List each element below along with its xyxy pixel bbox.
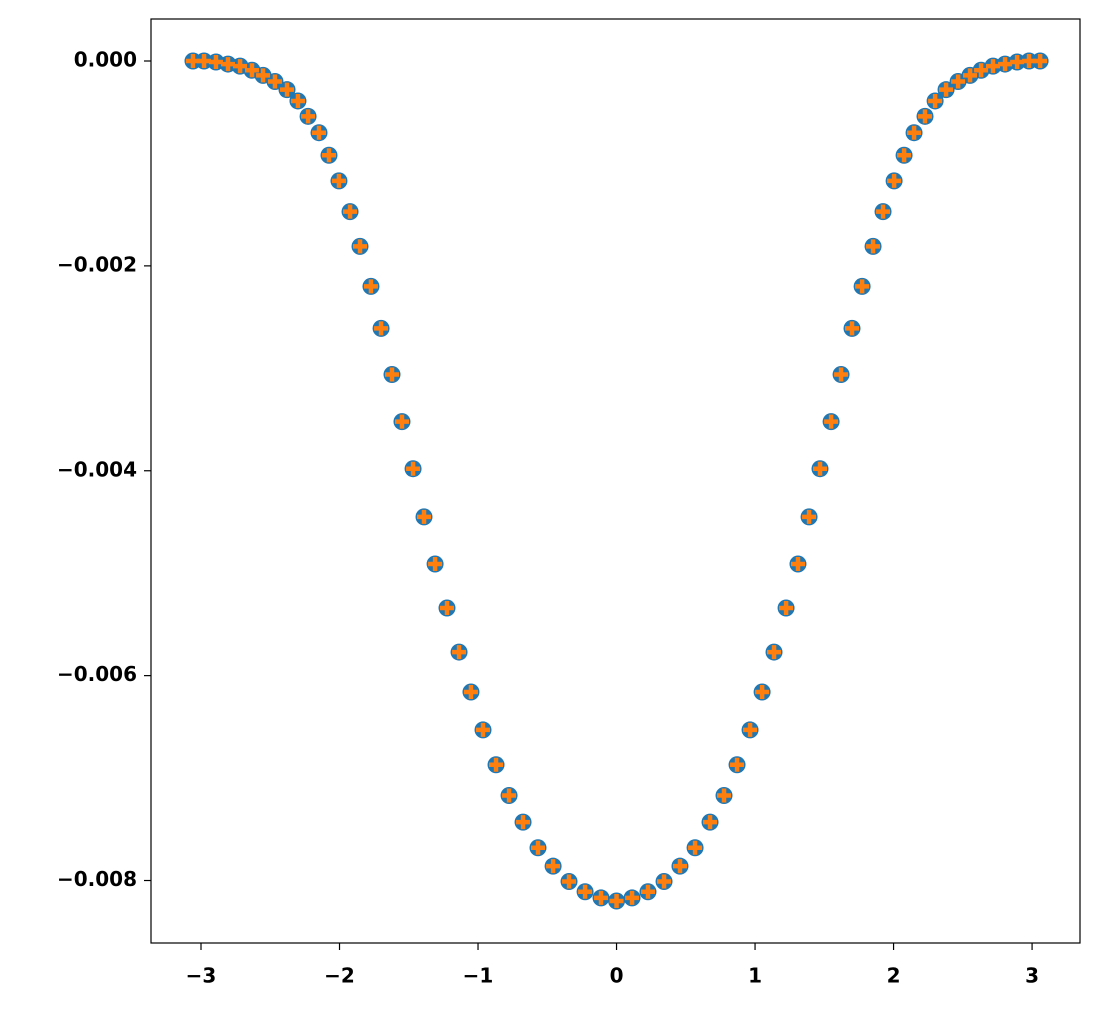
plus-marker <box>609 894 624 908</box>
plus-marker <box>625 890 640 905</box>
plus-marker <box>939 82 954 97</box>
x-tick-label: −2 <box>324 964 355 988</box>
plus-marker <box>280 82 295 97</box>
y-tick-label: −0.004 <box>57 457 137 481</box>
plus-marker <box>657 874 672 889</box>
y-tick-label: 0.000 <box>74 48 137 72</box>
plus-marker <box>546 859 561 874</box>
plus-marker <box>321 148 336 163</box>
plus-marker <box>463 685 478 700</box>
plus-marker <box>743 722 758 737</box>
plus-marker <box>531 840 546 855</box>
x-tick-label: −3 <box>186 964 217 988</box>
plus-marker <box>834 367 849 382</box>
plus-marker <box>244 63 259 78</box>
plus-marker <box>267 74 282 89</box>
plus-marker <box>197 54 212 68</box>
x-tick-label: 0 <box>610 964 624 988</box>
plus-marker <box>887 173 902 188</box>
plus-marker <box>703 815 718 830</box>
plus-marker <box>417 509 432 524</box>
x-tick-label: 3 <box>1025 964 1039 988</box>
plus-marker <box>986 59 1001 74</box>
plus-marker <box>406 461 421 476</box>
plus-marker <box>672 859 687 874</box>
plus-marker <box>363 279 378 294</box>
plus-marker <box>331 173 346 188</box>
plus-marker <box>385 367 400 382</box>
plus-marker <box>779 601 794 616</box>
plus-marker <box>866 239 881 254</box>
plus-marker <box>907 125 922 140</box>
plus-marker <box>1033 54 1048 68</box>
plus-marker <box>824 414 839 429</box>
plus-marker <box>489 757 504 772</box>
plus-marker <box>802 509 817 524</box>
plus-marker <box>353 239 368 254</box>
plus-marker <box>562 874 577 889</box>
plus-marker <box>951 74 966 89</box>
plus-marker <box>476 722 491 737</box>
plus-marker <box>452 645 467 660</box>
plus-marker <box>594 890 609 905</box>
x-tick-label: 1 <box>748 964 762 988</box>
plus-marker <box>767 645 782 660</box>
plus-marker <box>502 788 517 803</box>
plus-marker <box>301 109 316 124</box>
y-tick-label: −0.006 <box>57 662 137 686</box>
plus-marker <box>394 414 409 429</box>
plus-marker <box>974 63 989 78</box>
plus-marker <box>963 68 978 83</box>
plot-frame <box>150 18 1081 944</box>
plus-marker <box>312 125 327 140</box>
plus-marker <box>688 840 703 855</box>
plus-marker <box>755 685 770 700</box>
plus-marker <box>256 68 271 83</box>
plus-marker <box>855 279 870 294</box>
plus-marker <box>640 884 655 899</box>
plus-marker <box>221 57 236 72</box>
plus-marker <box>998 57 1013 72</box>
plus-marker <box>845 321 860 336</box>
plus-marker <box>233 59 248 74</box>
plus-marker <box>717 788 732 803</box>
plus-marker <box>208 55 223 70</box>
plus-marker <box>730 757 745 772</box>
plus-marker <box>428 556 443 571</box>
x-tick-label: −1 <box>463 964 494 988</box>
plus-marker <box>343 204 358 219</box>
plus-marker <box>440 601 454 616</box>
plus-marker <box>928 93 943 108</box>
plus-marker <box>918 109 933 124</box>
plus-marker <box>790 556 805 571</box>
plus-marker <box>1010 55 1025 70</box>
x-tick-label: 2 <box>887 964 901 988</box>
plus-marker <box>374 321 389 336</box>
plus-marker <box>516 815 531 830</box>
plus-marker <box>876 204 891 219</box>
plus-marker <box>578 884 593 899</box>
plus-marker <box>290 93 305 108</box>
y-tick-label: −0.002 <box>57 252 137 276</box>
plus-marker <box>897 148 912 163</box>
y-tick-label: −0.008 <box>57 867 137 891</box>
plus-marker <box>813 461 828 476</box>
